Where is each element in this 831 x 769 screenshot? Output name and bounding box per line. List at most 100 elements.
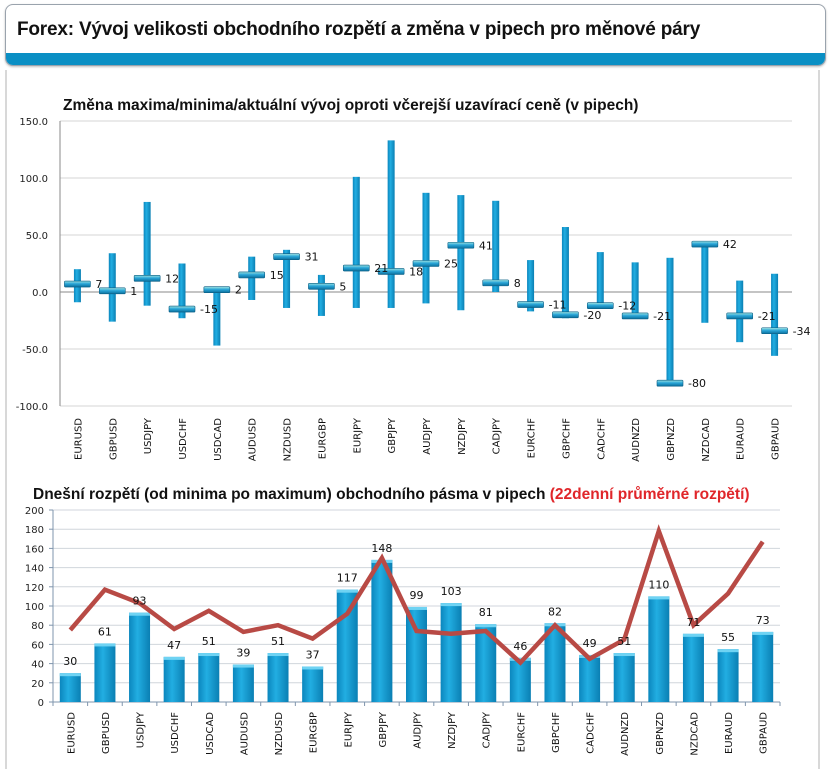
chart1-range-bar [527, 260, 535, 312]
chart2-data-label: 99 [410, 589, 424, 602]
chart1-current-marker [308, 282, 335, 290]
chart2-y-tick-label: 180 [25, 525, 44, 536]
chart2-bar [302, 666, 324, 702]
chart2-data-label: 103 [441, 585, 462, 598]
chart2-data-label: 81 [479, 606, 493, 619]
chart2-bar-cap [198, 653, 220, 657]
chart1-range-bar [213, 289, 221, 346]
chart1-data-label: -21 [758, 310, 776, 323]
chart1-range-bar [352, 176, 360, 308]
chart1-x-tick-label: NZDCAD [701, 418, 712, 462]
chart1-current-marker [656, 379, 684, 387]
chart1-current-marker [168, 305, 196, 313]
chart2-bar-cap [717, 649, 739, 653]
chart1-data-label: 2 [235, 284, 242, 297]
chart1-current-marker [761, 327, 788, 335]
chart1-x-tick-label: CADCHF [596, 418, 607, 460]
chart2-x-tick-label: EURCHF [516, 712, 527, 753]
chart1-range-bar [701, 244, 709, 323]
chart2-bar [648, 596, 670, 702]
chart1-data-label: 7 [95, 278, 102, 291]
chart2-x-tick-label: CADCHF [586, 712, 597, 754]
chart2-data-label: 49 [583, 637, 597, 650]
chart1-data-label: 41 [479, 239, 493, 252]
chart2-bar [232, 664, 254, 702]
chart2-data-label: 51 [202, 635, 216, 648]
chart1-range-bar [736, 280, 744, 343]
chart2-x-tick-label: GBPCHF [551, 712, 562, 753]
chart1-current-marker [377, 268, 405, 275]
chart2-y-tick-label: 120 [25, 583, 44, 594]
chart1-range-bar [387, 140, 395, 308]
chart1-x-tick-label: GBPUSD [108, 418, 119, 460]
chart1-data-label: 12 [165, 272, 179, 285]
chart1-data-label: 21 [374, 262, 388, 275]
chart1-range-bar [422, 192, 430, 304]
chart2-data-label: 148 [371, 542, 392, 555]
chart1-data-label: 42 [723, 238, 737, 251]
chart2-x-tick-label: EURUSD [66, 712, 77, 754]
chart2-bar [509, 657, 531, 702]
chart2-bar-cap [59, 673, 81, 677]
chart2-data-label: 73 [756, 614, 770, 627]
chart1-x-tick-label: EURGBP [317, 418, 328, 459]
chart2-y-tick-label: 20 [31, 679, 44, 690]
chart2-bar [475, 624, 497, 702]
chart2-y-tick-label: 100 [25, 602, 44, 613]
chart2-y-tick-label: 0 [38, 698, 44, 709]
chart1-current-marker [273, 253, 300, 260]
chart2-x-tick-label: GBPAUD [759, 712, 770, 754]
chart1-y-tick-label: 150.0 [19, 117, 48, 128]
chart1-y-tick-label: -50.0 [22, 345, 48, 356]
chart2-bar [717, 649, 739, 702]
chart1-x-tick-label: USDCHF [178, 418, 189, 460]
chart1-range-bar [596, 252, 604, 306]
chart1-data-label: 1 [130, 285, 137, 298]
chart1-range-bar [561, 227, 569, 319]
chart2-x-tick-label: GBPNZD [655, 712, 666, 755]
chart1-range-bar [666, 257, 674, 384]
chart2-data-label: 93 [133, 595, 147, 608]
chart1-range-bar [317, 274, 325, 316]
chart2-x-tick-label: USDCHF [170, 712, 181, 754]
chart1-x-tick-label: EURCHF [527, 418, 538, 459]
chart2-bar [682, 633, 704, 702]
chart1-data-label: -20 [583, 309, 601, 322]
chart2-bar [440, 603, 462, 702]
chart1-current-marker [517, 301, 544, 308]
chart1-x-tick-label: AUDNZD [631, 418, 642, 462]
chart1-current-marker [133, 275, 161, 282]
chart2-x-tick-label: EURGBP [309, 712, 320, 753]
chart2-y-tick-label: 60 [31, 640, 44, 651]
chart1-data-label: 31 [305, 251, 319, 264]
chart1-current-marker [342, 264, 370, 272]
chart2-bar [371, 559, 393, 702]
chart2-y-tick-label: 140 [25, 564, 44, 575]
page-title: Forex: Vývoj velikosti obchodního rozpět… [17, 19, 701, 40]
chart1-x-tick-label: NZDUSD [283, 418, 294, 462]
chart2-y-tick-label: 160 [25, 544, 44, 555]
chart2-data-label: 39 [236, 647, 250, 660]
chart1-data-label: 15 [270, 269, 284, 282]
chart2-x-tick-label: USDCAD [205, 712, 216, 755]
chart2-bar [94, 643, 116, 702]
chart2-data-label: 47 [167, 639, 181, 652]
chart2-title: Dnešní rozpětí (od minima po maximum) ob… [33, 486, 750, 504]
chart1-data-label: 18 [409, 265, 423, 278]
chart1-title: Změna maxima/minima/aktuální vývoj oprot… [63, 97, 639, 114]
chart1-x-tick-label: EURUSD [73, 418, 84, 460]
chart2-x-tick-label: GBPJPY [378, 711, 389, 747]
chart1-data-label: -34 [793, 325, 811, 338]
chart2-bar [163, 656, 185, 702]
chart1-range-bar [631, 262, 639, 319]
chart1-x-tick-label: GBPAUD [771, 418, 782, 460]
chart1-data-label: -11 [549, 299, 567, 312]
page-header: Forex: Vývoj velikosti obchodního rozpět… [5, 4, 826, 66]
chart2-bar [613, 653, 635, 702]
chart1-range-bar [108, 253, 116, 322]
chart2-bar-cap [682, 633, 704, 637]
chart2-data-label: 82 [548, 605, 562, 618]
chart1-data-label: 8 [514, 277, 521, 290]
chart1-current-marker [621, 312, 649, 320]
